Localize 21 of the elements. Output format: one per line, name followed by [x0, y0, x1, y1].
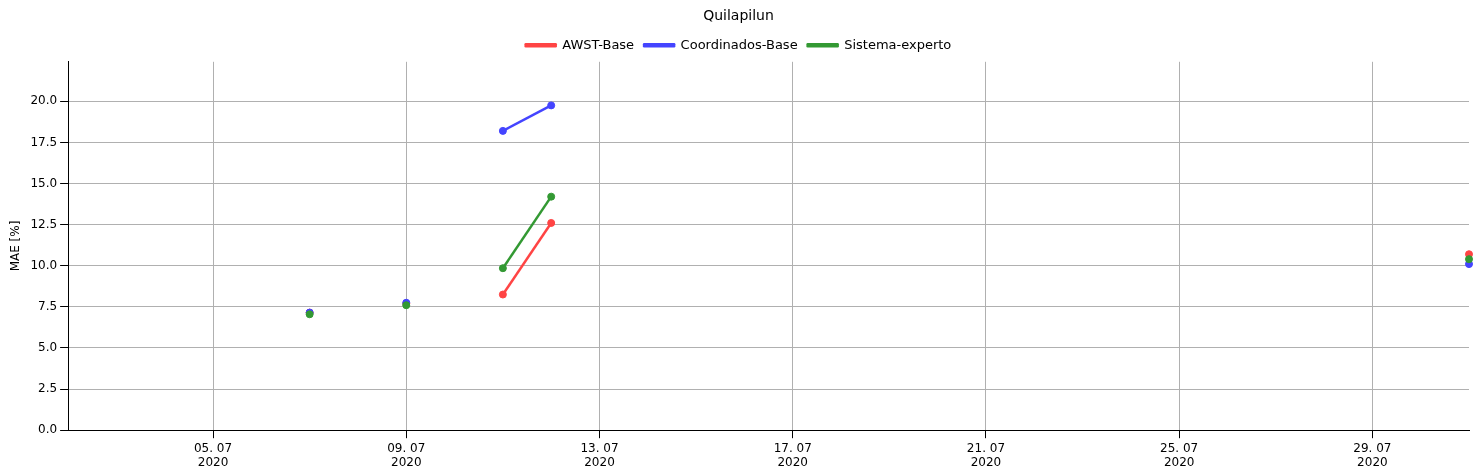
y-tick-label: 7.5	[38, 298, 58, 313]
legend-label: Coordinados-Base	[680, 36, 798, 52]
legend-label: AWST-Base	[562, 36, 635, 52]
y-tick-label: 2.5	[38, 381, 58, 396]
y-tick-label: 12.5	[30, 216, 58, 231]
x-tick-label: 17. 07 2020	[773, 440, 812, 469]
x-tick-label: 09. 07 2020	[387, 440, 426, 469]
x-tick-label: 13. 07 2020	[580, 440, 619, 469]
x-tick-label: 21. 07 2020	[966, 440, 1006, 469]
x-tick-label: 29. 07 2020	[1353, 440, 1392, 469]
y-tick-label: 17.5	[30, 134, 58, 149]
y-tick-label: 10.0	[30, 257, 58, 272]
y-tick-label: 20.0	[30, 93, 58, 108]
chart-title: Quilapilun	[703, 7, 774, 24]
x-tick-label: 25. 07 2020	[1160, 440, 1199, 469]
legend-label: Sistema-experto	[844, 36, 952, 52]
y-axis-title: MAE [%]	[8, 220, 23, 272]
y-tick-label: 5.0	[38, 340, 58, 355]
x-tick-label: 05. 07 2020	[193, 440, 233, 469]
y-tick-label: 15.0	[30, 175, 58, 190]
y-tick-label: 0.0	[38, 422, 58, 437]
